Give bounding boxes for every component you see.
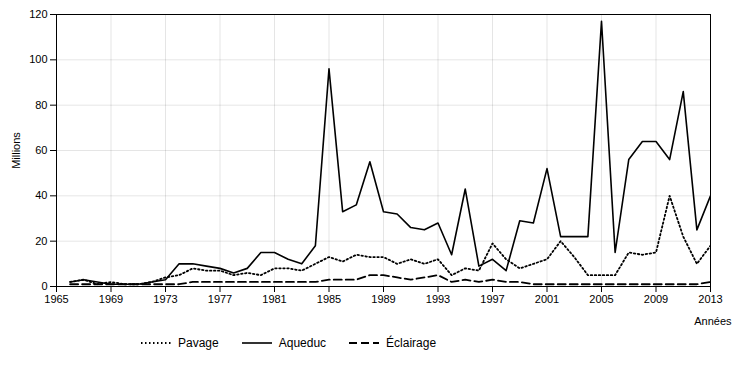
svg-text:1965: 1965: [44, 293, 68, 305]
svg-text:20: 20: [35, 235, 47, 247]
svg-text:1981: 1981: [262, 293, 286, 305]
html-text:Aqueduc: Aqueduc: [278, 336, 327, 350]
svg-text:2009: 2009: [644, 293, 668, 305]
svg-text:2001: 2001: [535, 293, 559, 305]
svg-text:40: 40: [35, 189, 47, 201]
svg-text:Millions: Millions: [10, 132, 22, 169]
svg-text:100: 100: [29, 53, 47, 65]
html-text:Pavage: Pavage: [178, 336, 219, 350]
svg-text:80: 80: [35, 99, 47, 111]
html-text:Éclairage: Éclairage: [386, 336, 437, 350]
svg-text:1997: 1997: [480, 293, 504, 305]
svg-text:120: 120: [29, 8, 47, 20]
svg-text:1985: 1985: [317, 293, 341, 305]
svg-text:2013: 2013: [698, 293, 722, 305]
svg-text:1969: 1969: [99, 293, 123, 305]
svg-text:0: 0: [41, 280, 47, 292]
svg-text:1973: 1973: [153, 293, 177, 305]
svg-text:1993: 1993: [426, 293, 450, 305]
svg-text:1977: 1977: [208, 293, 232, 305]
svg-text:Années: Années: [694, 315, 732, 327]
svg-text:2005: 2005: [589, 293, 613, 305]
svg-text:60: 60: [35, 144, 47, 156]
svg-text:1989: 1989: [371, 293, 395, 305]
